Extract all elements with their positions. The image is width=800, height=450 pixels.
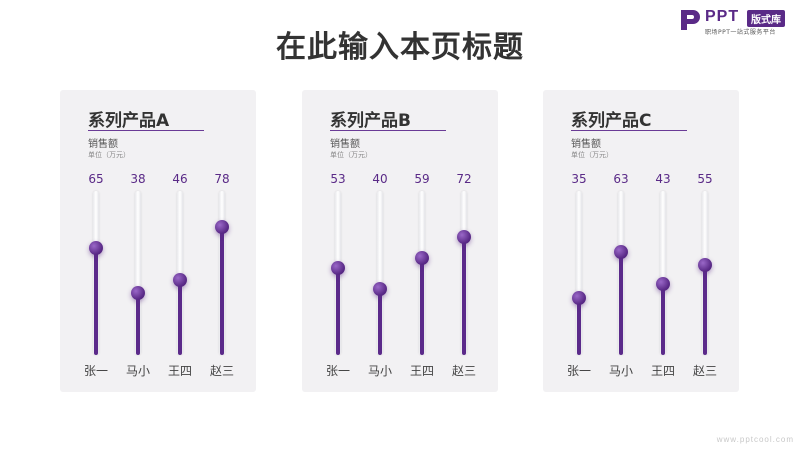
watermark: www.pptcool.com	[716, 435, 794, 444]
category-label: 马小	[608, 364, 633, 378]
data-label: 55	[697, 172, 713, 186]
bar-knob	[373, 282, 387, 297]
category-label: 王四	[167, 364, 192, 378]
bar	[178, 279, 182, 355]
chart-unit: 单位（万元）	[571, 151, 613, 159]
category-label: 张一	[83, 364, 108, 378]
title-underline	[88, 130, 204, 131]
page-title: 在此输入本页标题	[276, 30, 524, 65]
bar-knob	[457, 229, 471, 244]
bar-knob	[698, 257, 712, 272]
bar-track	[660, 191, 666, 355]
bar-knob	[215, 220, 229, 235]
brand-logo[interactable]: PPT 版式库 职场PPT一站式服务平台	[679, 8, 794, 36]
data-label: 40	[372, 172, 388, 186]
data-label: 59	[414, 172, 430, 186]
data-label: 72	[456, 172, 472, 186]
bar-knob	[415, 251, 429, 266]
data-label: 53	[330, 172, 346, 186]
bar	[619, 251, 623, 355]
chart-subtitle: 销售额	[330, 139, 360, 150]
logo-brand-text: PPT	[705, 8, 740, 25]
title-underline	[330, 130, 446, 131]
chart-panel-b: 系列产品B 销售额 单位（万元） 53 张一 40 马小 59 王四 72 赵三	[302, 90, 498, 392]
category-label: 张一	[566, 364, 591, 378]
category-label: 赵三	[451, 364, 476, 378]
data-label: 78	[214, 172, 230, 186]
chart-unit: 单位（万元）	[88, 151, 130, 159]
logo-tagline: 职场PPT一站式服务平台	[705, 29, 776, 36]
bar-knob	[331, 261, 345, 276]
data-label: 46	[172, 172, 188, 186]
bar	[94, 248, 98, 355]
bar-column: 65 张一	[79, 90, 113, 392]
bar-knob	[89, 241, 103, 256]
bar	[703, 264, 707, 355]
bar-knob	[656, 277, 670, 292]
bar	[336, 268, 340, 355]
data-label: 35	[571, 172, 587, 186]
bar	[661, 284, 665, 355]
category-label: 王四	[409, 364, 434, 378]
bar-knob	[614, 244, 628, 259]
title-underline	[571, 130, 687, 131]
category-label: 王四	[650, 364, 675, 378]
bar-track	[576, 191, 582, 355]
bar-knob	[173, 272, 187, 287]
bar-column: 72 赵三	[447, 90, 481, 392]
logo-badge: 版式库	[747, 10, 785, 27]
data-label: 43	[655, 172, 671, 186]
bar-knob	[572, 290, 586, 305]
category-label: 赵三	[209, 364, 234, 378]
bar-column: 59 王四	[405, 90, 439, 392]
category-label: 马小	[367, 364, 392, 378]
bar-column: 43 王四	[646, 90, 680, 392]
data-label: 38	[130, 172, 146, 186]
bar-column: 78 赵三	[205, 90, 239, 392]
bar-track	[135, 191, 141, 355]
bar	[378, 289, 382, 355]
chart-title: 系列产品C	[571, 111, 652, 131]
bar-column: 46 王四	[163, 90, 197, 392]
category-label: 张一	[325, 364, 350, 378]
bar-column: 55 赵三	[688, 90, 722, 392]
bar-column: 53 张一	[321, 90, 355, 392]
data-label: 63	[613, 172, 629, 186]
chart-title: 系列产品B	[330, 111, 411, 131]
category-label: 马小	[125, 364, 150, 378]
chart-unit: 单位（万元）	[330, 151, 372, 159]
chart-title: 系列产品A	[88, 111, 170, 131]
bar	[220, 227, 224, 355]
chart-panel-a: 系列产品A 销售额 单位（万元） 65 张一 38 马小 46 王四 78 赵三	[60, 90, 256, 392]
chart-subtitle: 销售额	[88, 139, 118, 150]
bar-column: 63 马小	[604, 90, 638, 392]
bar	[136, 292, 140, 355]
bar-track	[377, 191, 383, 355]
chart-subtitle: 销售额	[571, 139, 601, 150]
bar	[577, 297, 581, 355]
bar-column: 40 马小	[363, 90, 397, 392]
bar	[420, 258, 424, 355]
category-label: 赵三	[692, 364, 717, 378]
bar-column: 38 马小	[121, 90, 155, 392]
logo-mark-icon	[681, 10, 700, 30]
bar-knob	[131, 285, 145, 300]
chart-panel-c: 系列产品C 销售额 单位（万元） 35 张一 63 马小 43 王四 55 赵三	[543, 90, 739, 392]
bar	[462, 236, 466, 355]
bar-column: 35 张一	[562, 90, 596, 392]
data-label: 65	[88, 172, 104, 186]
